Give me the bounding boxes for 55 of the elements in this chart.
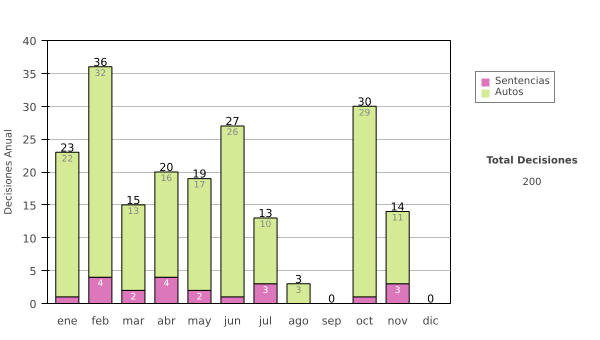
total-label: 20	[159, 161, 174, 174]
data-label: 13	[128, 206, 140, 217]
y-tick-label: 10	[22, 232, 37, 246]
total-label: 3	[295, 272, 302, 286]
y-tick-label: 20	[22, 166, 37, 180]
x-tick-label: ene	[57, 314, 78, 328]
y-tick-label: 5	[30, 265, 36, 278]
total-label: 30	[358, 95, 372, 108]
total-label: 36	[93, 56, 108, 69]
data-label: 4	[97, 279, 104, 290]
data-label: 16	[160, 174, 172, 184]
data-label: 3	[262, 286, 268, 296]
x-tick-label: may	[187, 314, 212, 328]
x-tick-label: ago	[288, 314, 310, 328]
data-label: 2	[130, 292, 136, 302]
total-label: 13	[258, 207, 273, 220]
y-tick-label: 30	[22, 100, 37, 114]
data-label: 26	[226, 128, 238, 138]
x-tick-label: abr	[157, 314, 176, 328]
total-label: 15	[126, 194, 140, 207]
total-label: 23	[60, 141, 74, 154]
x-tick-label: jul	[258, 314, 272, 328]
y-tick-label: 15	[22, 199, 37, 212]
total-label: 0	[328, 292, 336, 306]
data-label: 22	[62, 154, 74, 164]
legend-label: Sentencias	[495, 76, 550, 87]
data-label: 10	[260, 220, 272, 230]
data-label: 17	[194, 180, 206, 191]
total-label: 0	[427, 292, 434, 306]
x-tick-label: nov	[388, 314, 408, 328]
text: 200	[522, 177, 542, 188]
data-label: 29	[358, 108, 371, 118]
y-tick-label: 35	[22, 68, 37, 81]
legend-label: Autos	[495, 87, 524, 98]
x-tick-label: jun	[222, 314, 242, 328]
y-tick-label: 25	[22, 134, 37, 147]
y-tick-label: 40	[22, 35, 37, 48]
data-label: 32	[94, 68, 106, 79]
text: Total Decisiones	[486, 156, 578, 167]
x-tick-label: sep	[322, 314, 342, 328]
total-label: 14	[390, 200, 405, 214]
x-tick-label: dic	[422, 314, 439, 328]
y-tick-label: 0	[30, 298, 36, 311]
total-label: 27	[225, 114, 240, 128]
data-label: 11	[392, 213, 404, 224]
data-label: 4	[164, 279, 170, 290]
x-tick-label: feb	[92, 314, 110, 328]
data-label: 3	[394, 286, 401, 296]
data-label: 3	[296, 286, 302, 296]
data-label: 2	[196, 292, 202, 302]
y-axis-title: Decisiones Anual	[4, 129, 15, 215]
total-label: 19	[192, 168, 206, 181]
bar	[286, 283, 311, 304]
x-tick-label: oct	[356, 314, 374, 328]
x-tick-label: mar	[122, 314, 145, 328]
